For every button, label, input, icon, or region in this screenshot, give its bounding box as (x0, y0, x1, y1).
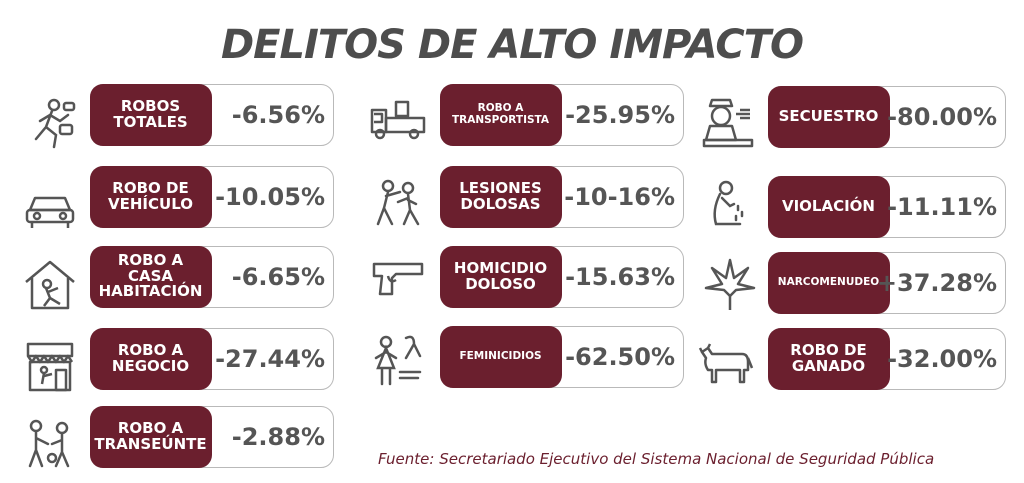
crime-card-feminicidios: FEMINICIDIOS -62.50% (439, 325, 684, 388)
cannabis-leaf-icon (702, 256, 758, 312)
running-thief-icon (24, 95, 80, 151)
kidnapping-icon (700, 94, 756, 150)
cow-icon (698, 334, 754, 390)
crime-change-value: +37.28% (876, 268, 997, 297)
crime-card-lesiones-dolosas: LESIONES DOLOSAS -10-16% (439, 165, 684, 228)
crime-change-value: -15.63% (565, 262, 675, 291)
crime-change-value: -62.50% (565, 342, 675, 371)
woman-ribbon-icon (370, 332, 426, 388)
house-burglary-icon (22, 256, 78, 312)
source-note: Fuente: Secretariado Ejecutivo del Siste… (378, 450, 935, 468)
crime-card-secuestro: SECUESTRO -80.00% (767, 85, 1006, 148)
crime-label: VIOLACIÓN (767, 175, 890, 238)
crime-label: LESIONES DOLOSAS (439, 165, 562, 228)
crime-label: ROBO A TRANSEÚNTE (89, 405, 212, 468)
page-title: DELITOS DE ALTO IMPACTO (220, 22, 804, 68)
crime-card-narcomenudeo: NARCOMENUDEO +37.28% (767, 251, 1006, 314)
crime-change-value: -25.95% (565, 100, 675, 129)
crime-label: ROBO DE VEHÍCULO (89, 165, 212, 228)
crime-card-robo-a-negocio: ROBO A NEGOCIO -27.44% (89, 327, 334, 390)
crime-change-value: -10.05% (215, 182, 325, 211)
truck-icon (370, 92, 426, 148)
crime-label: FEMINICIDIOS (439, 325, 562, 388)
crime-card-violacion: VIOLACIÓN -11.11% (767, 175, 1006, 238)
crime-card-robo-de-ganado: ROBO DE GANADO -32.00% (767, 327, 1006, 390)
crime-change-value: -2.88% (231, 422, 325, 451)
crime-label: ROBO A NEGOCIO (89, 327, 212, 390)
crime-label: HOMICIDIO DOLOSO (439, 245, 562, 308)
car-icon (22, 178, 78, 234)
mugging-icon (22, 416, 78, 472)
crime-card-robo-a-transportista: ROBO A TRANSPORTISTA -25.95% (439, 83, 684, 146)
crying-woman-icon (700, 176, 756, 232)
crime-label: ROBO DE GANADO (767, 327, 890, 390)
crime-label: SECUESTRO (767, 85, 890, 148)
crime-change-value: -80.00% (887, 102, 997, 131)
crime-change-value: -10-16% (564, 182, 675, 211)
crime-card-homicidio-doloso: HOMICIDIO DOLOSO -15.63% (439, 245, 684, 308)
crime-change-value: -6.65% (231, 262, 325, 291)
crime-label: ROBO A CASA HABITACIÓN (89, 245, 212, 308)
crime-label: ROBO A TRANSPORTISTA (439, 83, 562, 146)
crime-card-robos-totales: ROBOS TOTALES -6.56% (89, 83, 334, 146)
crime-label: ROBOS TOTALES (89, 83, 212, 146)
crime-card-robo-a-casa-habitacion: ROBO A CASA HABITACIÓN -6.65% (89, 245, 334, 308)
storefront-icon (22, 338, 78, 394)
crime-card-robo-a-transeunte: ROBO A TRANSEÚNTE -2.88% (89, 405, 334, 468)
crime-card-robo-de-vehiculo: ROBO DE VEHÍCULO -10.05% (89, 165, 334, 228)
crime-change-value: -6.56% (231, 100, 325, 129)
crime-change-value: -27.44% (215, 344, 325, 373)
gun-icon (370, 250, 426, 306)
crime-change-value: -11.11% (887, 192, 997, 221)
assault-icon (370, 174, 426, 230)
crime-label: NARCOMENUDEO (767, 251, 890, 314)
crime-change-value: -32.00% (887, 344, 997, 373)
